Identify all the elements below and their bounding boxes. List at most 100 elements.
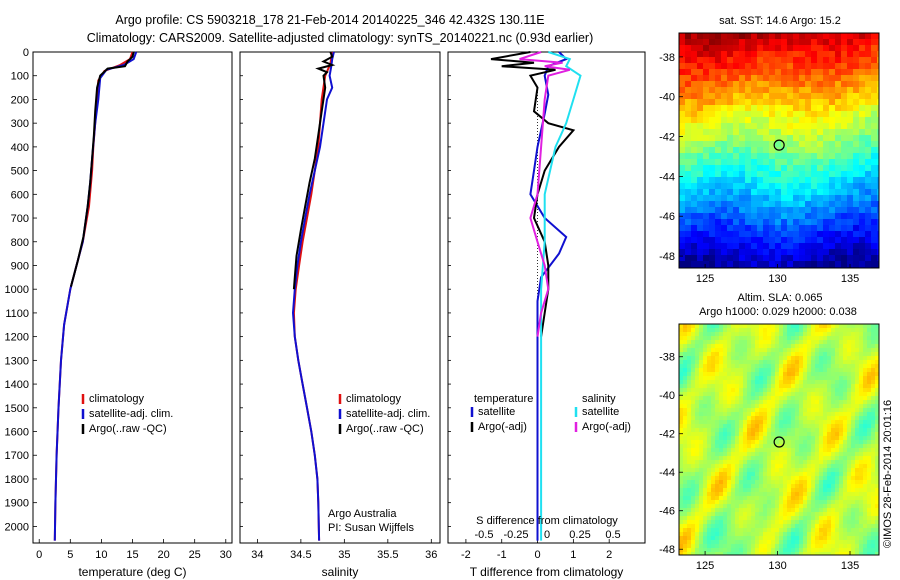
map-cell xyxy=(723,412,728,417)
map-cell xyxy=(683,524,688,529)
map-cell xyxy=(817,75,824,82)
map-cell xyxy=(803,452,808,457)
map-cell xyxy=(691,261,698,268)
map-cell xyxy=(827,496,832,501)
map-cell xyxy=(697,111,704,118)
map-cell xyxy=(859,552,864,556)
map-cell xyxy=(799,472,804,477)
map-cell xyxy=(811,105,818,112)
map-cell xyxy=(843,412,848,417)
map-cell xyxy=(771,400,776,405)
map-cell xyxy=(783,348,788,353)
map-cell xyxy=(877,195,880,202)
map-cell xyxy=(723,340,728,345)
map-cell xyxy=(843,524,848,529)
map-cell xyxy=(727,384,732,389)
y-tick-label: -38 xyxy=(659,52,675,64)
map-cell xyxy=(859,384,864,389)
map-cell xyxy=(855,460,860,465)
map-cell xyxy=(739,496,744,501)
map-cell xyxy=(843,540,848,545)
map-cell xyxy=(687,412,692,417)
map-cell xyxy=(687,452,692,457)
map-cell xyxy=(775,87,782,94)
map-cell xyxy=(859,416,864,421)
map-cell xyxy=(787,141,794,148)
map-cell xyxy=(767,424,772,429)
map-cell xyxy=(707,408,712,413)
map-cell xyxy=(867,428,872,433)
map-cell xyxy=(823,420,828,425)
map-cell xyxy=(769,81,776,88)
map-cell xyxy=(767,432,772,437)
map-cell xyxy=(763,448,768,453)
map-cell xyxy=(811,171,818,178)
map-cell xyxy=(811,237,818,244)
map-cell xyxy=(695,492,700,497)
map-cell xyxy=(817,255,824,262)
map-cell xyxy=(871,87,878,94)
map-cell xyxy=(679,249,686,256)
map-cell xyxy=(767,352,772,357)
map-cell xyxy=(739,416,744,421)
map-cell xyxy=(743,352,748,357)
map-cell xyxy=(703,508,708,513)
map-cell xyxy=(727,237,734,244)
map-cell xyxy=(871,480,876,485)
map-cell xyxy=(727,195,734,202)
map-cell xyxy=(731,432,736,437)
map-cell xyxy=(679,536,684,541)
map-cell xyxy=(843,356,848,361)
map-cell xyxy=(783,400,788,405)
sla-map-subtitle: Argo h1000: 0.029 h2000: 0.038 xyxy=(699,306,857,318)
map-cell xyxy=(743,380,748,385)
map-cell xyxy=(775,141,782,148)
map-cell xyxy=(745,99,752,106)
map-cell xyxy=(697,57,704,64)
map-cell xyxy=(685,87,692,94)
map-cell xyxy=(787,135,794,142)
map-cell xyxy=(691,129,698,136)
map-cell xyxy=(811,195,818,202)
map-cell xyxy=(847,468,852,473)
map-cell xyxy=(865,99,872,106)
map-cell xyxy=(835,524,840,529)
map-cell xyxy=(779,336,784,341)
map-cell xyxy=(817,111,824,118)
map-cell xyxy=(795,336,800,341)
map-cell xyxy=(703,464,708,469)
map-cell xyxy=(835,472,840,477)
map-cell xyxy=(735,360,740,365)
map-cell xyxy=(735,492,740,497)
map-cell xyxy=(745,123,752,130)
map-cell xyxy=(847,183,854,190)
map-cell xyxy=(759,480,764,485)
map-cell xyxy=(723,516,728,521)
map-cell xyxy=(775,368,780,373)
map-cell xyxy=(781,63,788,70)
map-cell xyxy=(711,480,716,485)
y-tick-label: 200 xyxy=(11,94,29,106)
map-cell xyxy=(865,63,872,70)
map-cell xyxy=(787,372,792,377)
map-cell xyxy=(835,340,840,345)
map-cell xyxy=(841,81,848,88)
map-cell xyxy=(867,372,872,377)
map-cell xyxy=(759,532,764,537)
map-cell xyxy=(811,135,818,142)
map-cell xyxy=(867,392,872,397)
map-cell xyxy=(827,448,832,453)
map-cell xyxy=(743,400,748,405)
series-line-satellite xyxy=(540,51,582,541)
map-cell xyxy=(757,57,764,64)
map-cell xyxy=(839,368,844,373)
map-cell xyxy=(685,231,692,238)
map-cell xyxy=(679,436,684,441)
map-cell xyxy=(831,504,836,509)
map-cell xyxy=(815,520,820,525)
map-cell xyxy=(759,508,764,513)
map-cell xyxy=(795,524,800,529)
map-cell xyxy=(695,488,700,493)
map-cell xyxy=(795,424,800,429)
map-cell xyxy=(795,548,800,553)
